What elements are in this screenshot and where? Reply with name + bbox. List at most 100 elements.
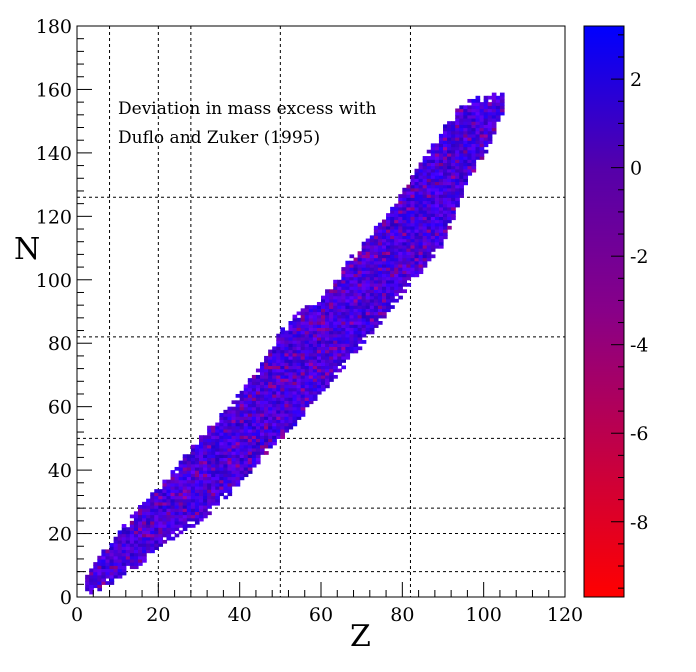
heatmap-cell	[321, 352, 326, 357]
heatmap-cell	[288, 378, 294, 382]
heatmap-cell	[402, 232, 407, 236]
heatmap-cell	[284, 390, 290, 395]
heatmap-cell	[418, 267, 424, 271]
heatmap-cell	[223, 413, 229, 417]
heatmap-cell	[272, 381, 277, 386]
heatmap-cell	[211, 432, 216, 436]
heatmap-cell	[109, 558, 115, 563]
heatmap-cell	[312, 346, 318, 351]
heatmap-cell	[451, 146, 456, 151]
heatmap-cell	[158, 508, 163, 512]
heatmap-cell	[369, 305, 375, 309]
heatmap-cell	[438, 171, 444, 176]
heatmap-cell	[471, 130, 477, 135]
heatmap-cell	[321, 305, 326, 309]
heatmap-cell	[341, 324, 346, 328]
heatmap-cell	[386, 282, 391, 287]
heatmap-cell	[430, 143, 436, 148]
heatmap-cell	[227, 476, 233, 481]
heatmap-cell	[357, 324, 363, 328]
heatmap-cell	[247, 403, 253, 408]
heatmap-cell	[101, 555, 107, 560]
heatmap-cell	[251, 413, 257, 417]
heatmap-cell	[394, 209, 399, 214]
heatmap-cell	[182, 517, 188, 522]
heatmap-cell	[418, 200, 424, 205]
heatmap-cell	[121, 543, 127, 547]
heatmap-cell	[353, 276, 359, 281]
heatmap-cell	[235, 482, 241, 487]
heatmap-cell	[276, 413, 281, 417]
heatmap-cell	[382, 298, 387, 303]
heatmap-cell	[341, 295, 346, 300]
heatmap-cell	[394, 222, 399, 227]
heatmap-cell	[447, 137, 452, 141]
heatmap-cell	[451, 216, 456, 221]
heatmap-cell	[288, 349, 294, 354]
heatmap-cell	[333, 305, 338, 309]
heatmap-cell	[386, 286, 391, 290]
heatmap-cell	[353, 267, 359, 271]
heatmap-cell	[280, 327, 285, 332]
heatmap-cell	[260, 371, 265, 376]
heatmap-cell	[247, 428, 253, 433]
heatmap-cell	[316, 327, 322, 332]
heatmap-cell	[382, 241, 387, 246]
heatmap-cell	[235, 400, 241, 405]
heatmap-cell	[227, 485, 233, 490]
heatmap-cell	[235, 444, 241, 449]
heatmap-cell	[394, 229, 399, 233]
heatmap-cell	[463, 108, 468, 113]
heatmap-cell	[353, 305, 359, 309]
heatmap-cell	[398, 267, 403, 271]
heatmap-cell	[341, 321, 346, 325]
heatmap-cell	[443, 181, 448, 186]
heatmap-cell	[300, 340, 306, 344]
heatmap-cell	[284, 413, 290, 417]
heatmap-cell	[402, 257, 407, 262]
heatmap-cell	[231, 444, 237, 449]
heatmap-cell	[247, 444, 253, 449]
heatmap-cell	[129, 514, 135, 519]
heatmap-cell	[247, 441, 253, 446]
heatmap-cell	[422, 235, 428, 240]
heatmap-cell	[292, 397, 298, 401]
heatmap-cell	[414, 263, 420, 268]
heatmap-cell	[300, 393, 306, 398]
heatmap-cell	[142, 530, 147, 535]
heatmap-cell	[361, 308, 367, 313]
heatmap-cell	[361, 241, 367, 246]
heatmap-cell	[329, 359, 334, 363]
heatmap-cell	[345, 273, 351, 278]
heatmap-cell	[316, 333, 322, 338]
heatmap-cell	[438, 190, 444, 195]
heatmap-cell	[260, 444, 265, 449]
heatmap-cell	[166, 527, 172, 531]
heatmap-cell	[382, 235, 387, 240]
heatmap-cell	[170, 517, 176, 522]
heatmap-cell	[255, 451, 261, 455]
heatmap-cell	[138, 543, 143, 547]
heatmap-cell	[207, 492, 212, 497]
heatmap-cell	[418, 168, 424, 173]
heatmap-cell	[174, 476, 180, 481]
heatmap-cell	[321, 374, 326, 379]
heatmap-cell	[154, 524, 159, 528]
heatmap-cell	[199, 511, 204, 516]
heatmap-cell	[292, 349, 298, 354]
heatmap-cell	[443, 190, 448, 195]
heatmap-cell	[296, 403, 302, 408]
heatmap-cell	[158, 517, 163, 522]
heatmap-cell	[373, 317, 379, 322]
heatmap-cell	[109, 574, 115, 579]
heatmap-cell	[438, 219, 444, 224]
heatmap-cell	[186, 454, 192, 459]
heatmap-cell	[414, 267, 420, 271]
heatmap-cell	[231, 457, 237, 462]
heatmap-cell	[255, 413, 261, 417]
heatmap-cell	[479, 133, 485, 138]
heatmap-cell	[451, 137, 456, 141]
heatmap-cell	[219, 422, 224, 427]
heatmap-cell	[251, 457, 257, 462]
heatmap-cell	[219, 451, 224, 455]
